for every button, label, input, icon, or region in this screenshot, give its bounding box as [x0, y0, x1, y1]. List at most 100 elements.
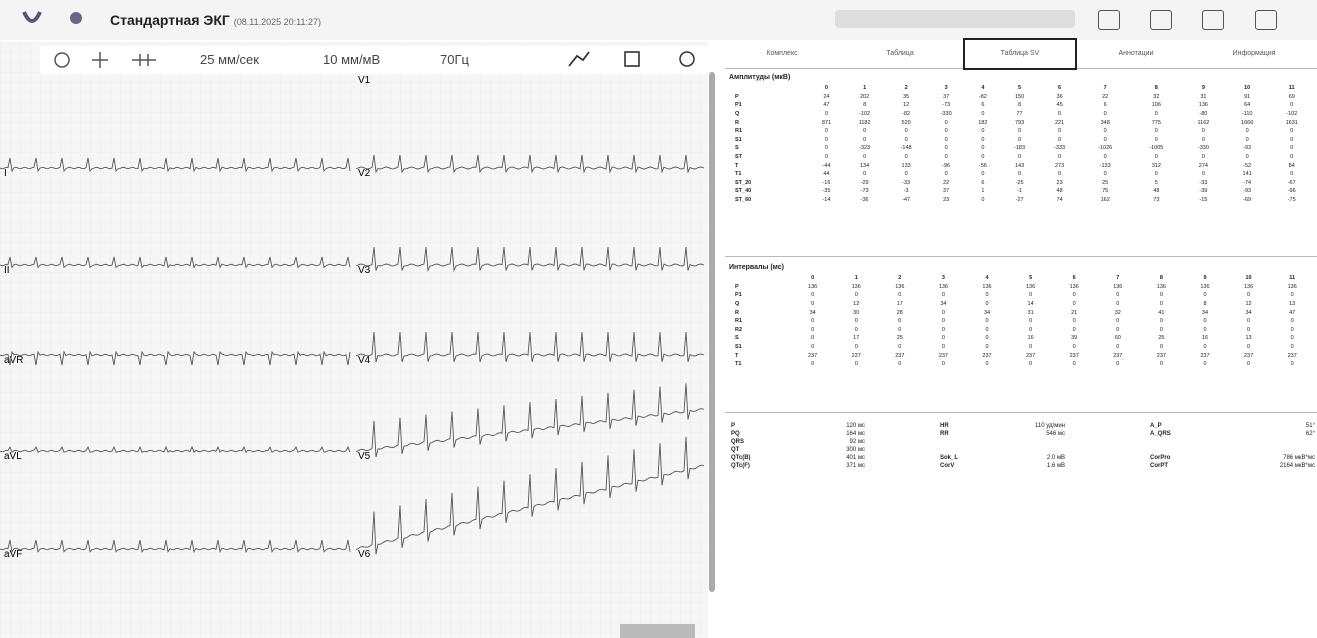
cell: -133: [1099, 162, 1111, 169]
cell: 0: [1247, 326, 1251, 333]
gain-select[interactable]: 10 мм/мВ: [323, 52, 381, 67]
cell: 13: [1289, 301, 1296, 308]
cell: 41: [1158, 309, 1165, 316]
cell: 0: [1245, 128, 1249, 135]
cell: 133: [901, 162, 911, 169]
table-title: Амплитуды (мкВ): [729, 74, 791, 81]
cell: 0: [904, 136, 908, 143]
lead-label: V1: [358, 75, 371, 86]
export-button[interactable]: [1098, 10, 1120, 30]
cell: -1005: [1149, 145, 1164, 152]
cell: -82: [978, 93, 987, 100]
cell: 0: [811, 292, 815, 299]
cell: 0: [1154, 136, 1158, 143]
cell: 23: [1056, 179, 1063, 186]
cell: 6: [981, 102, 985, 109]
lead-label: V3: [358, 265, 371, 276]
search[interactable]: [835, 10, 1075, 28]
cell: 136: [1113, 283, 1123, 290]
ecg-trace: [355, 383, 705, 458]
row-label: S: [735, 145, 739, 152]
cell: 13: [1245, 335, 1252, 342]
cell: 0: [1159, 318, 1163, 325]
summary-value: 546 мс: [1046, 431, 1065, 437]
cell: 0: [985, 318, 989, 325]
cell: 0: [941, 326, 945, 333]
summary-row: QT 300 мс: [725, 447, 1317, 455]
cell: 136: [1200, 283, 1210, 290]
summary-value: 371 мс: [846, 463, 865, 469]
cell: 0: [1072, 344, 1076, 351]
cell: 48: [1056, 188, 1063, 195]
print-button[interactable]: [1150, 10, 1172, 30]
table-row: P 24 202 35 37 -82 150 36 22 32 31 91 69: [729, 93, 1314, 102]
cell: 0: [1201, 154, 1205, 161]
cell: 0: [1058, 128, 1062, 135]
cell: 0: [1159, 361, 1163, 368]
cell: 0: [1159, 326, 1163, 333]
cell: 0: [854, 292, 858, 299]
cell: 136: [1026, 283, 1036, 290]
table-row: P 136 136 136 136 136 136 136 136 136 136 136 136: [729, 283, 1314, 292]
lead-label: I: [4, 168, 7, 179]
column-header: 9: [1203, 275, 1207, 282]
speed-select[interactable]: 25 мм/сек: [200, 52, 259, 67]
lead-label: aVF: [4, 549, 22, 560]
cell: 0: [1247, 361, 1251, 368]
cell: 150: [1014, 93, 1025, 100]
cell: 25: [1158, 335, 1165, 342]
scrollbar[interactable]: [709, 72, 715, 592]
cell: 775: [1151, 119, 1161, 126]
cell: 84: [1288, 162, 1295, 169]
summary-label: RR: [940, 431, 949, 437]
tab[interactable]: Таблица SV: [963, 38, 1077, 70]
cell: 274: [1198, 162, 1208, 169]
cell: -73: [860, 188, 869, 195]
row-label: ST: [735, 154, 743, 161]
cell: 0: [1072, 318, 1076, 325]
cell: 237: [938, 352, 948, 359]
header-row: 0 1 2 3 4 5 6 7 8 9 10 11: [729, 84, 1314, 93]
tab[interactable]: Комплекс: [766, 50, 798, 57]
ecg-trace: [355, 154, 705, 174]
cell: 0: [1154, 171, 1158, 178]
cell: 0: [824, 136, 828, 143]
cell: -333: [1054, 145, 1066, 152]
cell: -33: [1199, 179, 1208, 186]
cell: 0: [985, 335, 989, 342]
cell: 0: [898, 344, 902, 351]
cell: 22: [1102, 93, 1109, 100]
cell: 0: [1058, 154, 1062, 161]
cell: 1666: [1241, 119, 1254, 126]
tab[interactable]: Аннотации: [1118, 50, 1154, 57]
filter-select[interactable]: 70Гц: [440, 52, 469, 67]
table-row: R2 0 0 0 0 0 0 0 0 0 0 0 0: [729, 326, 1314, 335]
cell: -110: [1241, 111, 1253, 118]
table-row: T -44 134 133 -96 -56 143 273 -133 312 274 -52 84: [729, 161, 1314, 170]
cell: -73: [942, 102, 951, 109]
cell: 0: [981, 171, 985, 178]
title: Стандартная ЭКГ (08.11.2025 20:11:27): [110, 12, 321, 28]
table-row: R 34 30 28 0 34 31 21 32 41 34 34 47: [729, 308, 1314, 317]
cell: 0: [1103, 136, 1107, 143]
cell: 136: [1069, 283, 1079, 290]
cell: 37: [943, 188, 950, 195]
cell: -96: [942, 162, 951, 169]
cell: 0: [824, 128, 828, 135]
cell: 136: [851, 283, 861, 290]
cell: 34: [983, 309, 991, 316]
cell: 64: [1244, 102, 1251, 109]
lead-label: II: [4, 265, 10, 276]
exit-button[interactable]: [1255, 10, 1277, 30]
cell: 21: [1071, 309, 1078, 316]
tab[interactable]: Информация: [1232, 50, 1276, 57]
tab[interactable]: Таблица: [886, 50, 914, 57]
view-button[interactable]: [1202, 10, 1224, 30]
table-row: R1 0 0 0 0 0 0 0 0 0 0 0 0: [729, 317, 1314, 326]
cell: -330: [1197, 145, 1209, 152]
cell: 14: [1027, 301, 1034, 308]
table-row: S1 0 0 0 0 0 0 0 0 0 0 0 0: [729, 136, 1314, 145]
nav-button[interactable]: [620, 624, 695, 638]
cell: 12: [1245, 301, 1252, 308]
column-header: 7: [1103, 85, 1107, 92]
